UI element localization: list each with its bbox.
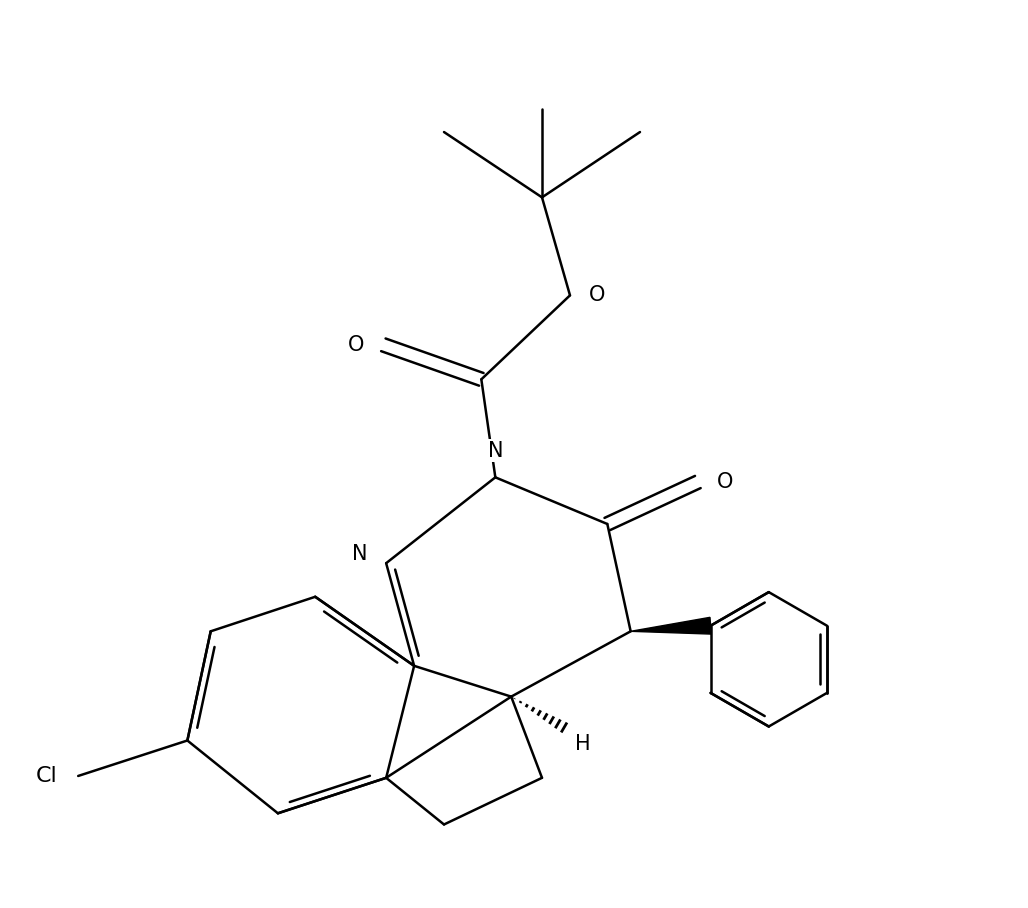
Polygon shape (630, 617, 711, 634)
Text: Cl: Cl (36, 766, 58, 786)
Text: O: O (717, 472, 733, 492)
Text: N: N (487, 440, 503, 460)
Text: H: H (575, 734, 590, 754)
Text: N: N (352, 544, 367, 564)
Text: O: O (589, 285, 605, 305)
Text: O: O (348, 335, 365, 355)
